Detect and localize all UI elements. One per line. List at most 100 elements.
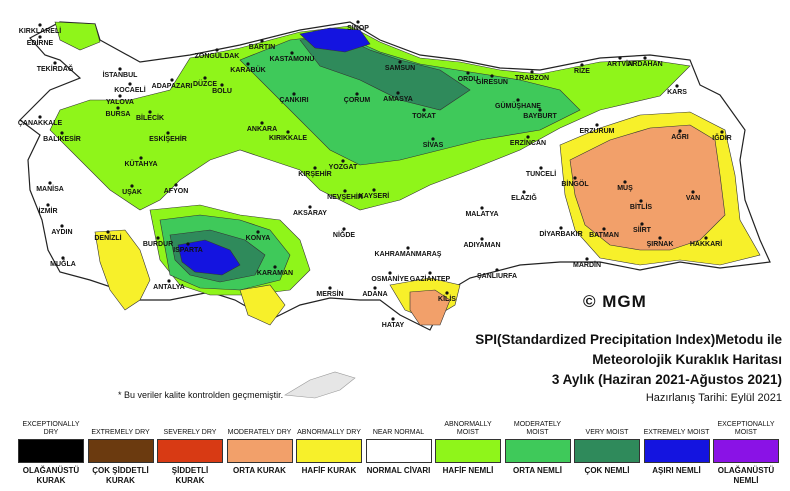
legend-item: EXTREMELY MOIST AŞIRI NEMLİ [643, 417, 710, 476]
legend-label-en: EXTREMELY DRY [91, 429, 150, 436]
city-marker [286, 130, 290, 134]
city-marker [273, 265, 277, 269]
city-marker [174, 183, 178, 187]
city-marker [539, 166, 543, 170]
city-label: MANİSA [36, 185, 64, 193]
city-marker [48, 181, 52, 185]
city-marker [675, 84, 679, 88]
legend-swatch [574, 439, 640, 463]
city-label: ESKİŞEHİR [149, 135, 187, 143]
prepared-date: Hazırlanış Tarihi: Eylül 2021 [645, 392, 782, 404]
legend-label-en: EXCEPTIONALLY MOIST [717, 421, 775, 436]
legend-item: EXCEPTIONALLY MOIST OLAĞANÜSTÜ NEMLİ [713, 417, 779, 486]
city-label: MARDİN [573, 261, 601, 269]
legend-swatch [365, 439, 432, 463]
legend-item: EXCEPTIONALLY DRY OLAĞANÜSTÜ KURAK [18, 417, 84, 486]
legend-label-tr: ÇOK ŞİDDETLİ KURAK [92, 466, 149, 485]
city-label: BAYBURT [523, 113, 557, 120]
city-label: RİZE [574, 67, 590, 75]
city-label: GÜMÜŞHANE [495, 101, 541, 110]
city-label: BURSA [106, 111, 131, 118]
city-label: BOLU [212, 88, 232, 95]
city-label: AFYON [164, 188, 189, 195]
legend-swatch [504, 439, 571, 463]
legend-label-en: EXCEPTIONALLY DRY [22, 421, 80, 436]
city-marker [388, 271, 392, 275]
city-label: DÜZCE [193, 79, 217, 88]
city-marker [490, 74, 494, 78]
city-label: KIRKLARELİ [19, 27, 61, 35]
city-marker [148, 110, 152, 114]
city-label: ÇANAKKALE [18, 120, 63, 127]
city-label: ELAZIĞ [511, 193, 537, 202]
legend-swatch [157, 439, 223, 463]
city-label: ÇANKIRI [279, 97, 308, 104]
zone-moderately-dry-east [569, 124, 726, 251]
city-marker [495, 268, 499, 272]
city-marker [139, 156, 143, 160]
city-label: ERZİNCAN [510, 139, 546, 147]
city-marker [445, 291, 449, 295]
legend-item: ABNORMALLY MOIST HAFİF NEMLİ [435, 417, 501, 476]
city-marker [480, 237, 484, 241]
city-marker [526, 135, 530, 139]
city-label: UŞAK [122, 189, 142, 196]
city-marker [256, 230, 260, 234]
city-label: HATAY [382, 322, 405, 329]
city-label: KARABÜK [230, 65, 265, 74]
city-marker [373, 286, 377, 290]
city-marker [704, 236, 708, 240]
city-marker [640, 222, 644, 226]
city-label: GİRESUN [476, 78, 508, 86]
legend-label-en: ABNORMALLY MOIST [444, 421, 492, 436]
legend-label-en: ABNORMALLY DRY [297, 429, 361, 436]
city-label: SİVAS [423, 141, 444, 149]
legend: EXCEPTIONALLY DRY OLAĞANÜSTÜ KURAK EXTREME… [18, 417, 782, 489]
city-marker [602, 227, 606, 231]
zone-abnormally-dry-southwest [94, 229, 151, 311]
city-marker [343, 189, 347, 193]
city-label: ARDAHAN [627, 61, 662, 68]
city-label: ZONGULDAK [195, 53, 240, 60]
zone-extremely-moist-sinop [299, 27, 371, 53]
title-line-1: SPI(Standardized Precipitation Index)Met… [475, 332, 782, 347]
legend-swatch [87, 439, 154, 463]
city-label: ADANA [362, 291, 387, 298]
legend-item: MODERATELY DRY ORTA KURAK [226, 417, 293, 476]
city-label: NİĞDE [333, 230, 356, 239]
city-label: ŞIRNAK [647, 241, 674, 248]
city-label: KONYA [246, 235, 271, 242]
legend-label-tr: OLAĞANÜSTÜ KURAK [22, 466, 80, 485]
city-marker [167, 279, 171, 283]
legend-swatch [435, 439, 501, 463]
city-label: GAZİANTEP [410, 275, 451, 283]
legend-label-en: EXTREMELY MOIST [643, 429, 710, 436]
city-label: MUŞ [617, 185, 633, 192]
city-label: BARTIN [249, 44, 275, 51]
quality-note: * Bu veriler kalite kontrolden geçmemişt… [118, 390, 284, 400]
city-marker [480, 206, 484, 210]
city-marker [398, 60, 402, 64]
city-marker [60, 224, 64, 228]
legend-label-en: VERY MOIST [585, 429, 629, 436]
legend-item: EXTREMELY DRY ÇOK ŞİDDETLİ KURAK [87, 417, 154, 486]
city-label: DİYARBAKIR [539, 230, 582, 238]
legend-label-tr: ORTA KURAK [233, 466, 286, 475]
city-label: ERZURUM [580, 128, 615, 135]
city-marker [355, 92, 359, 96]
city-label: AMASYA [383, 96, 413, 103]
city-label: EDİRNE [27, 39, 54, 47]
legend-label-tr: HAFİF KURAK [301, 466, 357, 475]
city-label: NEVŞEHİR [327, 193, 363, 201]
city-marker [260, 39, 264, 43]
city-marker [186, 242, 190, 246]
city-marker [691, 190, 695, 194]
city-marker [61, 256, 65, 260]
city-label: ARTVİN [607, 60, 633, 68]
city-marker [116, 106, 120, 110]
legend-swatch [643, 439, 710, 463]
city-label: BATMAN [589, 232, 619, 239]
city-label: DENİZLİ [94, 234, 121, 242]
city-marker [38, 23, 42, 27]
legend-label-tr: NORMAL CİVARI [366, 466, 431, 475]
